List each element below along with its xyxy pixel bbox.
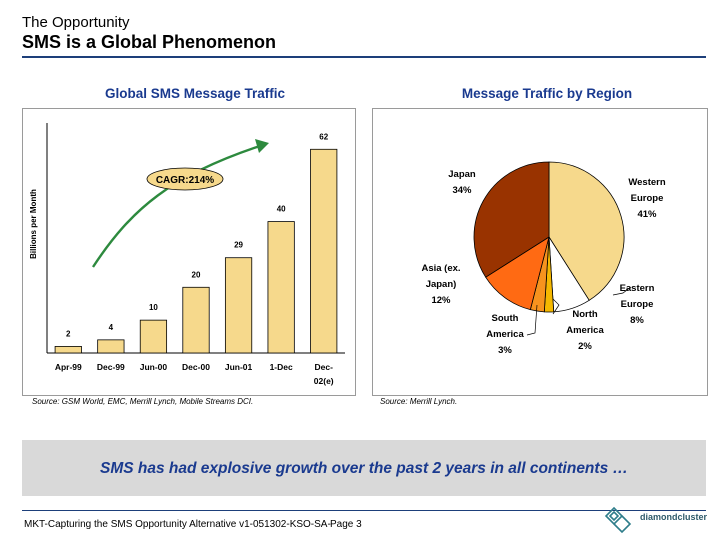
bar-value-label-5: 40 bbox=[277, 205, 286, 214]
cagr-bubble bbox=[146, 167, 224, 191]
leader-line-south-america bbox=[526, 304, 538, 336]
header-divider bbox=[22, 56, 706, 58]
bar-value-label-2: 10 bbox=[149, 303, 158, 312]
bar-2 bbox=[139, 319, 168, 354]
pie-label-5: Japan 34% bbox=[448, 169, 476, 196]
bar-0 bbox=[54, 346, 82, 354]
x-tick-label-4: Jun-01 bbox=[225, 362, 253, 372]
diamondcluster-logo-icon bbox=[604, 506, 632, 534]
header-subtitle: SMS is a Global Phenomenon bbox=[22, 32, 277, 52]
leader-line-north-america bbox=[552, 298, 560, 315]
footer-divider bbox=[22, 510, 706, 511]
pie-chart-source: Source: Merrill Lynch. bbox=[380, 397, 458, 406]
bar-1 bbox=[97, 339, 125, 354]
bar-chart-panel: 2 Apr-99 4 Dec-99 10 Jun-00 20 Dec-00 29 Jun-01 40… bbox=[22, 108, 356, 396]
x-tick-label-6-1: 02(e) bbox=[314, 376, 334, 386]
x-tick-label-0: Apr-99 bbox=[55, 362, 82, 372]
bar-value-label-4: 29 bbox=[234, 241, 243, 250]
leader-line-eastern-europe bbox=[612, 286, 632, 296]
bar-chart-source: Source: GSM World, EMC, Merrill Lynch, M… bbox=[32, 397, 254, 406]
bar-chart: 2 Apr-99 4 Dec-99 10 Jun-00 20 Dec-00 29 Jun-01 40… bbox=[29, 123, 345, 386]
pie-slice-0 bbox=[548, 161, 625, 301]
bar-value-label-3: 20 bbox=[192, 270, 201, 279]
bar-chart-title: Global SMS Message Traffic bbox=[104, 86, 286, 101]
header-title: The Opportunity bbox=[22, 14, 130, 31]
bar-6 bbox=[310, 148, 338, 354]
footer-document-label: MKT-Capturing the SMS Opportunity Altern… bbox=[24, 519, 331, 530]
pie-label-1: Eastern Europe 8% bbox=[620, 283, 655, 326]
cagr-label: CAGR:214% bbox=[156, 175, 214, 186]
pie-slice-5 bbox=[473, 161, 550, 278]
cagr-arrow-head bbox=[255, 139, 269, 153]
pie-label-3: South America 3% bbox=[486, 313, 524, 356]
pie-chart: Western Europe 41% Eastern Europe 8% North Amer… bbox=[421, 161, 666, 356]
footer-brand: diamondcluster bbox=[640, 512, 708, 522]
pie-chart-panel: Western Europe 41% Eastern Europe 8% North Amer… bbox=[372, 108, 708, 396]
pie-label-4: Asia (ex. Japan) 12% bbox=[421, 263, 460, 306]
x-tick-label-3: Dec-00 bbox=[182, 362, 210, 372]
bar-4 bbox=[224, 257, 253, 354]
pie-label-0: Western Europe 41% bbox=[628, 177, 666, 220]
x-tick-label-6: Dec- bbox=[314, 362, 333, 372]
bar-3 bbox=[182, 286, 210, 354]
x-tick-label-5: 1-Dec bbox=[270, 362, 293, 372]
footer-page-number: Page 3 bbox=[330, 519, 362, 530]
cagr-trend-arrow bbox=[91, 143, 264, 268]
bar-value-label-0: 2 bbox=[66, 329, 71, 338]
y-axis-label: Billions per Month bbox=[29, 189, 38, 259]
bar-5 bbox=[267, 221, 295, 354]
bar-value-label-6: 62 bbox=[319, 132, 328, 141]
bar-value-label-1: 4 bbox=[109, 323, 114, 332]
x-tick-label-1: Dec-99 bbox=[97, 362, 125, 372]
pie-label-2: North America 2% bbox=[566, 309, 604, 352]
pie-chart-title: Message Traffic by Region bbox=[461, 86, 633, 101]
key-message-text: SMS has had explosive growth over the pa… bbox=[99, 460, 628, 477]
key-message-banner bbox=[22, 440, 706, 496]
x-tick-label-2: Jun-00 bbox=[140, 362, 168, 372]
